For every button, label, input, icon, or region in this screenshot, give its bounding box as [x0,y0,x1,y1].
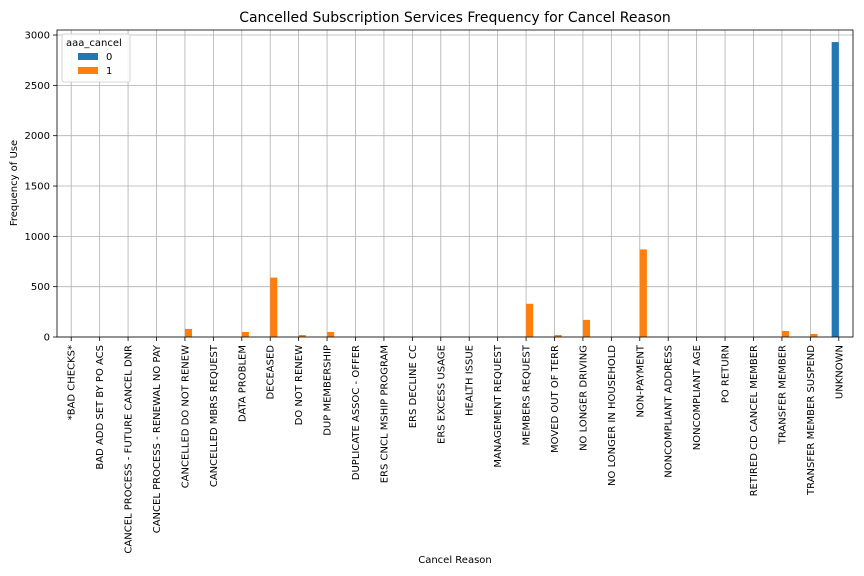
bar-series-1 [526,303,534,337]
x-tick-label: CANCELLED MBRS REQUEST [209,344,220,487]
x-tick-label: CANCEL PROCESS - RENEWAL NO PAY [152,344,163,533]
chart-title: Cancelled Subscription Services Frequenc… [239,10,671,26]
legend-label-0: 0 [106,52,112,63]
x-tick-label: MEMBERS REQUEST [522,344,533,445]
x-tick-label: CANCEL PROCESS - FUTURE CANCEL DNR [124,345,135,554]
x-tick-label: TRANSFER MEMBER [777,345,788,445]
bar-series-1 [554,334,562,337]
bar-series-1 [639,249,647,337]
bar-series-0 [831,42,839,338]
y-tick-label: 2000 [25,131,50,142]
bar-series-1 [241,331,249,337]
x-tick-label: CANCELLED DO NOT RENEW [180,345,191,488]
bar-series-1 [781,330,790,337]
y-tick-label: 3000 [25,31,50,42]
x-tick-label: PO RETURN [721,345,732,403]
legend-title: aaa_cancel [66,38,122,49]
x-tick-label: NO LONGER IN HOUSEHOLD [607,345,618,486]
plot-frame [56,29,854,338]
y-tick-label: 1500 [25,182,50,193]
axis-layer: 0 500 1000 1500 2000 2500 3000 *BAD CHECKS* BAD … [25,29,854,554]
x-tick-label: RETIRED CD CANCEL MEMBER [749,345,760,496]
x-tick-label: HEALTH ISSUE [465,345,476,416]
x-axis-label: Cancel Reason [418,555,492,566]
bar-series-1 [298,334,306,337]
y-axis-label: Frequency of Use [9,140,20,226]
bar-series-1 [582,319,591,337]
x-tick-label: TRANSFER MEMBER SUSPEND [806,345,817,496]
x-tick-label: DUPLICATE ASSOC - OFFER [351,345,362,480]
y-tick-label: 0 [44,333,50,344]
x-tick-label: *BAD CHECKS* [67,345,78,420]
x-tick-label: NON-PAYMENT [635,344,646,417]
x-tick-label: ERS CNCL MSHIP PROGRAM [379,345,390,483]
y-tick-label: 1000 [25,232,50,243]
bar-layer [71,42,839,338]
bar-series-1 [270,277,278,337]
x-tick-label: DATA PROBLEM [237,345,248,422]
x-tick-label: NONCOMPLIANT AGE [692,345,703,450]
x-tick-label: MANAGEMENT REQUEST [493,344,504,468]
legend: aaa_cancel 0 1 [61,33,131,83]
x-tick-label: DECEASED [266,345,277,400]
x-tick-label: DO NOT RENEW [294,345,305,425]
x-tick-label: NO LONGER DRIVING [578,345,589,451]
legend-swatch-0 [78,53,98,60]
x-tick-label: NONCOMPLIANT ADDRESS [664,345,675,478]
bar-series-1 [327,331,335,337]
x-tick-label: DUP MEMBERSHIP [323,345,334,436]
grid-layer [57,30,853,338]
y-tick-label: 2500 [25,81,50,92]
x-tick-label: ERS DECLINE CC [408,345,419,428]
x-tick-label: MOVED OUT OF TERR [550,345,561,453]
x-tick-label: UNKNOWN [834,345,845,399]
x-tick-label: BAD ADD SET BY PO ACS [95,345,106,470]
bar-series-1 [184,328,193,337]
x-tick-label: ERS EXCESS USAGE [436,345,447,444]
y-tick-label: 500 [31,282,50,293]
legend-swatch-1 [78,67,98,74]
bar-series-1 [810,333,818,337]
legend-label-1: 1 [106,66,112,77]
